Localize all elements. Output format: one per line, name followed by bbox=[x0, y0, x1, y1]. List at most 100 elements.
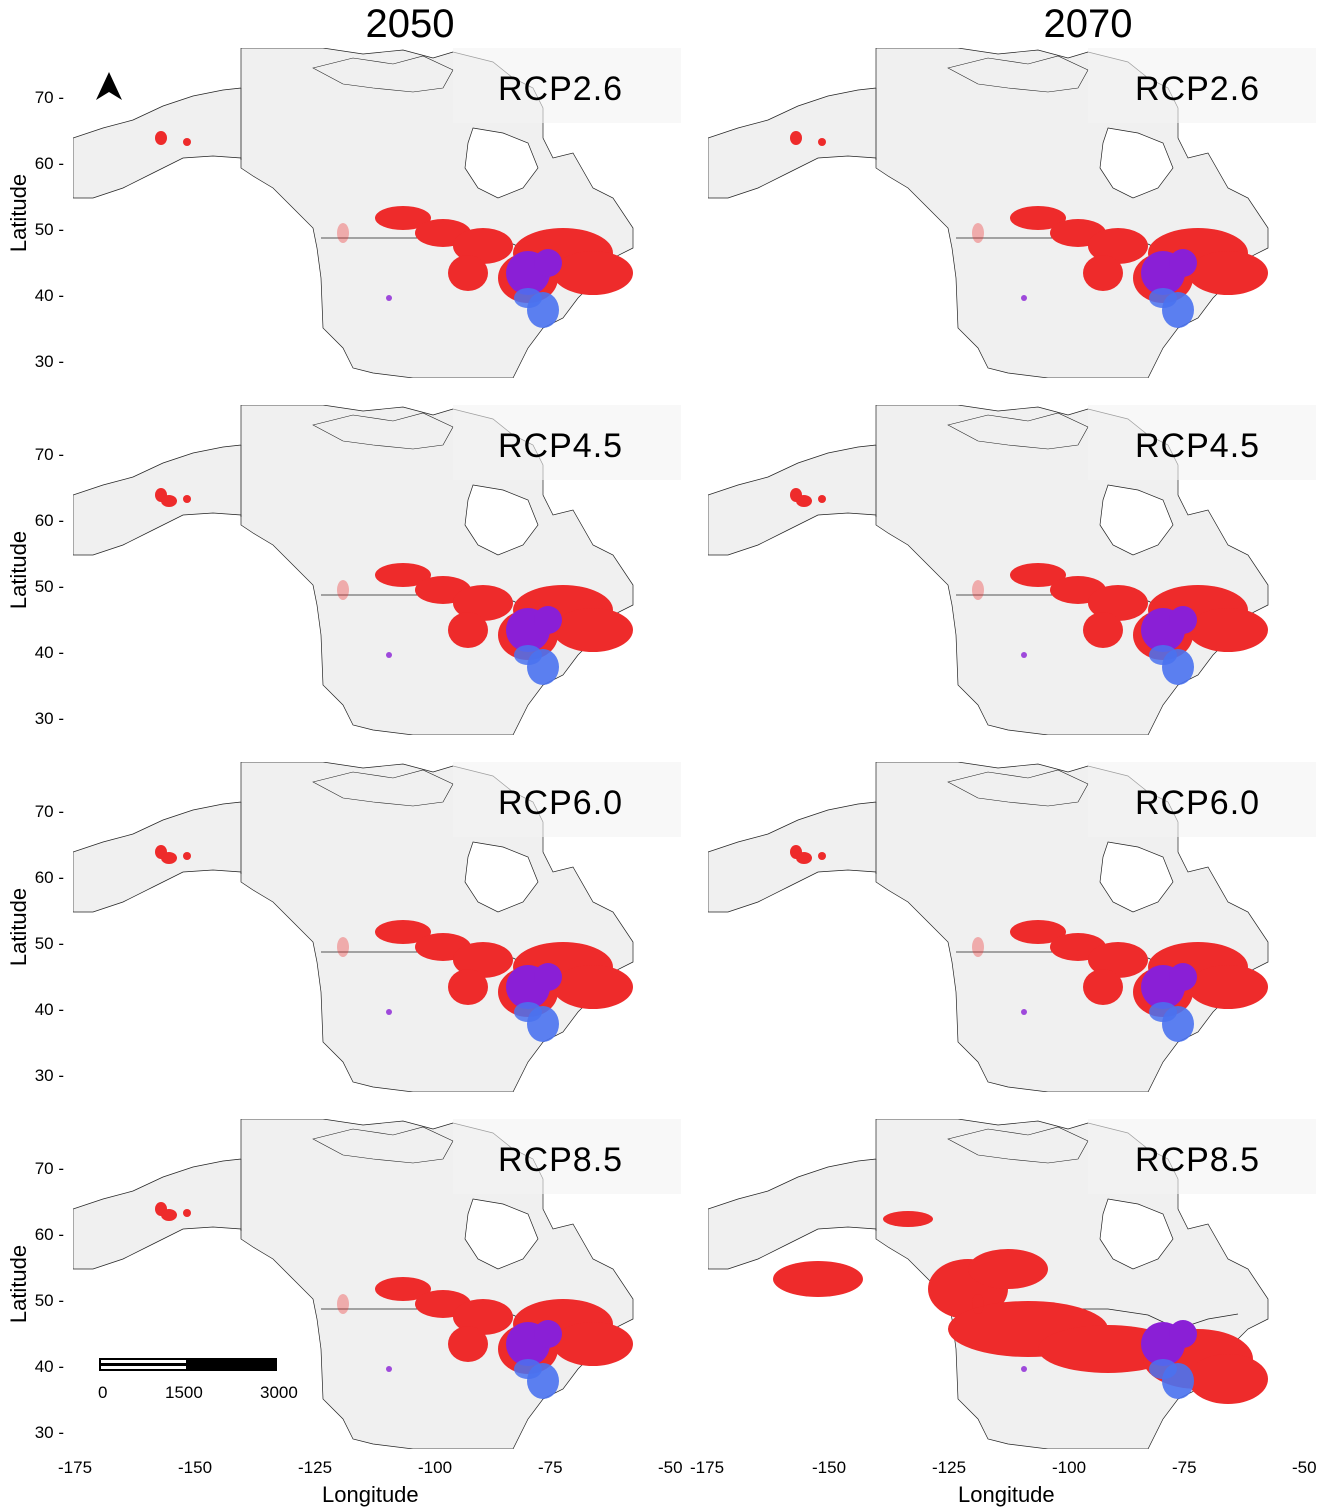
range-patch-southwest bbox=[386, 1009, 392, 1015]
lat-tick-label: 60 - bbox=[34, 154, 64, 173]
map-panel: RCP2.6 bbox=[73, 48, 681, 378]
range-patch-alaska bbox=[796, 495, 812, 507]
range-red-east bbox=[553, 1322, 633, 1366]
range-current-only bbox=[1149, 645, 1177, 665]
range-overlap-core bbox=[1169, 606, 1197, 634]
x-axis-title-right: Longitude bbox=[958, 1482, 1055, 1507]
lat-tick-label: 50 - bbox=[34, 934, 64, 953]
hudson-bay bbox=[464, 484, 539, 556]
lon-tick-label: -125 bbox=[298, 1458, 333, 1477]
map-svg bbox=[73, 762, 681, 1092]
map-inset-shade bbox=[453, 48, 681, 123]
range-patch-alaska bbox=[161, 1209, 177, 1221]
scenario-label: RCP4.5 bbox=[1135, 427, 1261, 465]
lon-tick-label: -150 bbox=[178, 1458, 213, 1477]
map-inset-shade bbox=[1088, 1119, 1316, 1194]
hudson-bay bbox=[1099, 1198, 1174, 1270]
scale-label-1500: 1500 bbox=[165, 1383, 203, 1402]
range-current-only bbox=[514, 1359, 542, 1379]
lon-tick-label: -50 bbox=[1292, 1458, 1317, 1477]
range-patch-alaska bbox=[161, 495, 177, 507]
map-panel: RCP8.5 bbox=[708, 1119, 1316, 1449]
range-overlap-core bbox=[1169, 963, 1197, 991]
lat-tick-label: 70 - bbox=[34, 1159, 64, 1178]
range-red-east bbox=[553, 251, 633, 295]
map-inset-shade bbox=[1088, 762, 1316, 837]
col-title-2050: 2050 bbox=[365, 2, 455, 46]
scenario-label: RCP2.6 bbox=[1135, 70, 1261, 108]
scenario-label: RCP4.5 bbox=[498, 427, 624, 465]
lat-tick-label: 40 - bbox=[34, 1357, 64, 1376]
range-red-plains bbox=[1083, 969, 1123, 1005]
hudson-bay bbox=[464, 127, 539, 199]
scenario-label: RCP2.6 bbox=[498, 70, 624, 108]
range-patch-alaska bbox=[183, 495, 191, 503]
range-red-prairie bbox=[375, 563, 431, 587]
range-overlap-core bbox=[1169, 249, 1197, 277]
range-red-plains bbox=[448, 1326, 488, 1362]
range-faint-rockies bbox=[337, 1294, 349, 1314]
range-current-only bbox=[514, 645, 542, 665]
range-patch-alaska bbox=[155, 131, 167, 145]
range-patch-southwest bbox=[386, 1366, 392, 1372]
lon-tick-label: -100 bbox=[1052, 1458, 1087, 1477]
lat-tick-label: 40 - bbox=[34, 1000, 64, 1019]
lat-tick-label: 30 - bbox=[34, 1066, 64, 1085]
range-red-east bbox=[1188, 608, 1268, 652]
range-red-east bbox=[1188, 965, 1268, 1009]
range-faint-rockies bbox=[337, 223, 349, 243]
arctic-islands bbox=[312, 412, 454, 450]
range-patch-southwest bbox=[386, 295, 392, 301]
map-svg bbox=[73, 48, 681, 378]
range-red-prairie bbox=[1010, 206, 1066, 230]
range-red-canada bbox=[968, 1249, 1048, 1289]
range-patch-alaska bbox=[818, 495, 826, 503]
range-patch-alaska bbox=[818, 138, 826, 146]
range-patch-southwest bbox=[1021, 1009, 1027, 1015]
range-patch-alaska bbox=[183, 138, 191, 146]
range-current-only bbox=[1149, 288, 1177, 308]
range-current-only bbox=[514, 1002, 542, 1022]
lon-tick-label: -75 bbox=[1172, 1458, 1197, 1477]
range-patch-alaska bbox=[796, 852, 812, 864]
range-patch-southwest bbox=[386, 652, 392, 658]
range-red-prairie bbox=[375, 1277, 431, 1301]
range-current-only bbox=[1149, 1359, 1177, 1379]
lat-tick-label: 60 - bbox=[34, 868, 64, 887]
lon-tick-label: -50 bbox=[658, 1458, 683, 1477]
range-red-east bbox=[1188, 1354, 1268, 1404]
range-patch-alaska bbox=[183, 1209, 191, 1217]
range-patch-southwest bbox=[1021, 1366, 1027, 1372]
map-svg bbox=[708, 405, 1316, 735]
arctic-islands bbox=[312, 1126, 454, 1164]
lat-tick-label: 40 - bbox=[34, 643, 64, 662]
hudson-bay bbox=[1099, 484, 1174, 556]
map-svg bbox=[73, 1119, 681, 1449]
scenario-label: RCP6.0 bbox=[498, 784, 624, 822]
range-patch-alaska bbox=[818, 852, 826, 860]
range-red-east bbox=[553, 965, 633, 1009]
map-inset-shade bbox=[453, 405, 681, 480]
range-faint-rockies bbox=[337, 937, 349, 957]
arctic-islands bbox=[947, 412, 1089, 450]
range-red-plains bbox=[448, 255, 488, 291]
range-patch-alaska bbox=[790, 131, 802, 145]
range-red-east bbox=[1188, 251, 1268, 295]
range-red-plains bbox=[448, 612, 488, 648]
scenario-label: RCP6.0 bbox=[1135, 784, 1261, 822]
range-red-prairie bbox=[375, 206, 431, 230]
lat-tick-label: 50 - bbox=[34, 577, 64, 596]
lon-tick-label: -150 bbox=[812, 1458, 847, 1477]
arctic-islands bbox=[312, 55, 454, 93]
map-inset-shade bbox=[1088, 405, 1316, 480]
range-faint-rockies bbox=[972, 1294, 984, 1314]
range-faint-rockies bbox=[972, 580, 984, 600]
lat-tick-label: 60 - bbox=[34, 1225, 64, 1244]
lon-tick-label: -75 bbox=[538, 1458, 563, 1477]
hudson-bay bbox=[464, 1198, 539, 1270]
lat-tick-label: 50 - bbox=[34, 220, 64, 239]
lon-tick-label: -175 bbox=[690, 1458, 725, 1477]
lat-tick-label: 70 - bbox=[34, 802, 64, 821]
range-faint-rockies bbox=[972, 937, 984, 957]
map-inset-shade bbox=[1088, 48, 1316, 123]
